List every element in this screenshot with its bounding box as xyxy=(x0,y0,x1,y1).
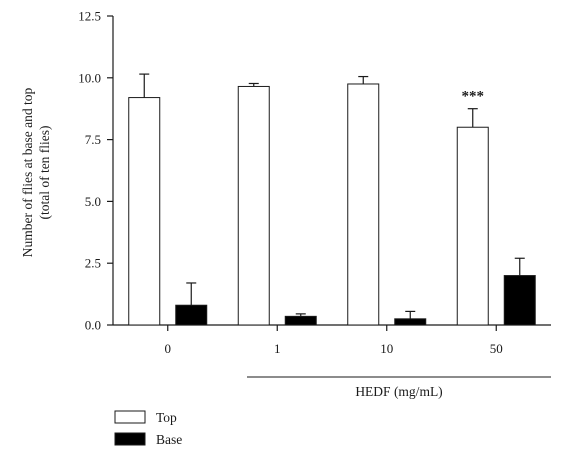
x-tick-label: 10 xyxy=(380,341,393,356)
x-axis: 0 1 10 50 xyxy=(113,324,551,356)
legend-label-top: Top xyxy=(156,410,177,425)
x-tick-label: 0 xyxy=(165,341,172,356)
y-axis: 0.0 2.5 5.0 7.5 10.0 12.5 xyxy=(78,9,114,333)
y-axis-title: Number of flies at base and top (total of… xyxy=(20,88,52,258)
y-tick-label: 5.0 xyxy=(85,194,101,209)
bar-base-10 xyxy=(394,318,427,326)
bar-base-0 xyxy=(175,304,208,326)
y-tick-label: 0.0 xyxy=(85,318,101,333)
legend-swatch-top xyxy=(114,410,146,424)
bar-base-50 xyxy=(503,275,536,326)
y-axis-title-line: Number of flies at base and top xyxy=(20,88,35,258)
bar-top-50 xyxy=(456,126,489,326)
y-tick-label: 7.5 xyxy=(85,132,101,147)
significance-annotation: *** xyxy=(462,89,485,105)
x-axis-title: HEDF (mg/mL) xyxy=(355,384,442,399)
legend-label-base: Base xyxy=(156,432,182,447)
y-tick-label: 10.0 xyxy=(78,70,101,85)
y-axis-title-line: (total of ten flies) xyxy=(37,125,52,219)
bar-top-0 xyxy=(128,97,161,326)
bar-top-10 xyxy=(347,83,380,326)
bar-base-1 xyxy=(284,315,317,326)
bar-top-1 xyxy=(237,85,270,326)
annotations: *** xyxy=(462,89,485,105)
bars xyxy=(128,73,536,326)
x-axis-title-group: HEDF (mg/mL) xyxy=(247,376,551,399)
y-tick-label: 2.5 xyxy=(85,256,101,271)
legend-swatch-base xyxy=(114,432,146,446)
x-tick-label: 1 xyxy=(274,341,281,356)
y-tick-label: 12.5 xyxy=(78,9,101,24)
legend: Top Base xyxy=(114,410,182,447)
x-tick-label: 50 xyxy=(490,341,503,356)
